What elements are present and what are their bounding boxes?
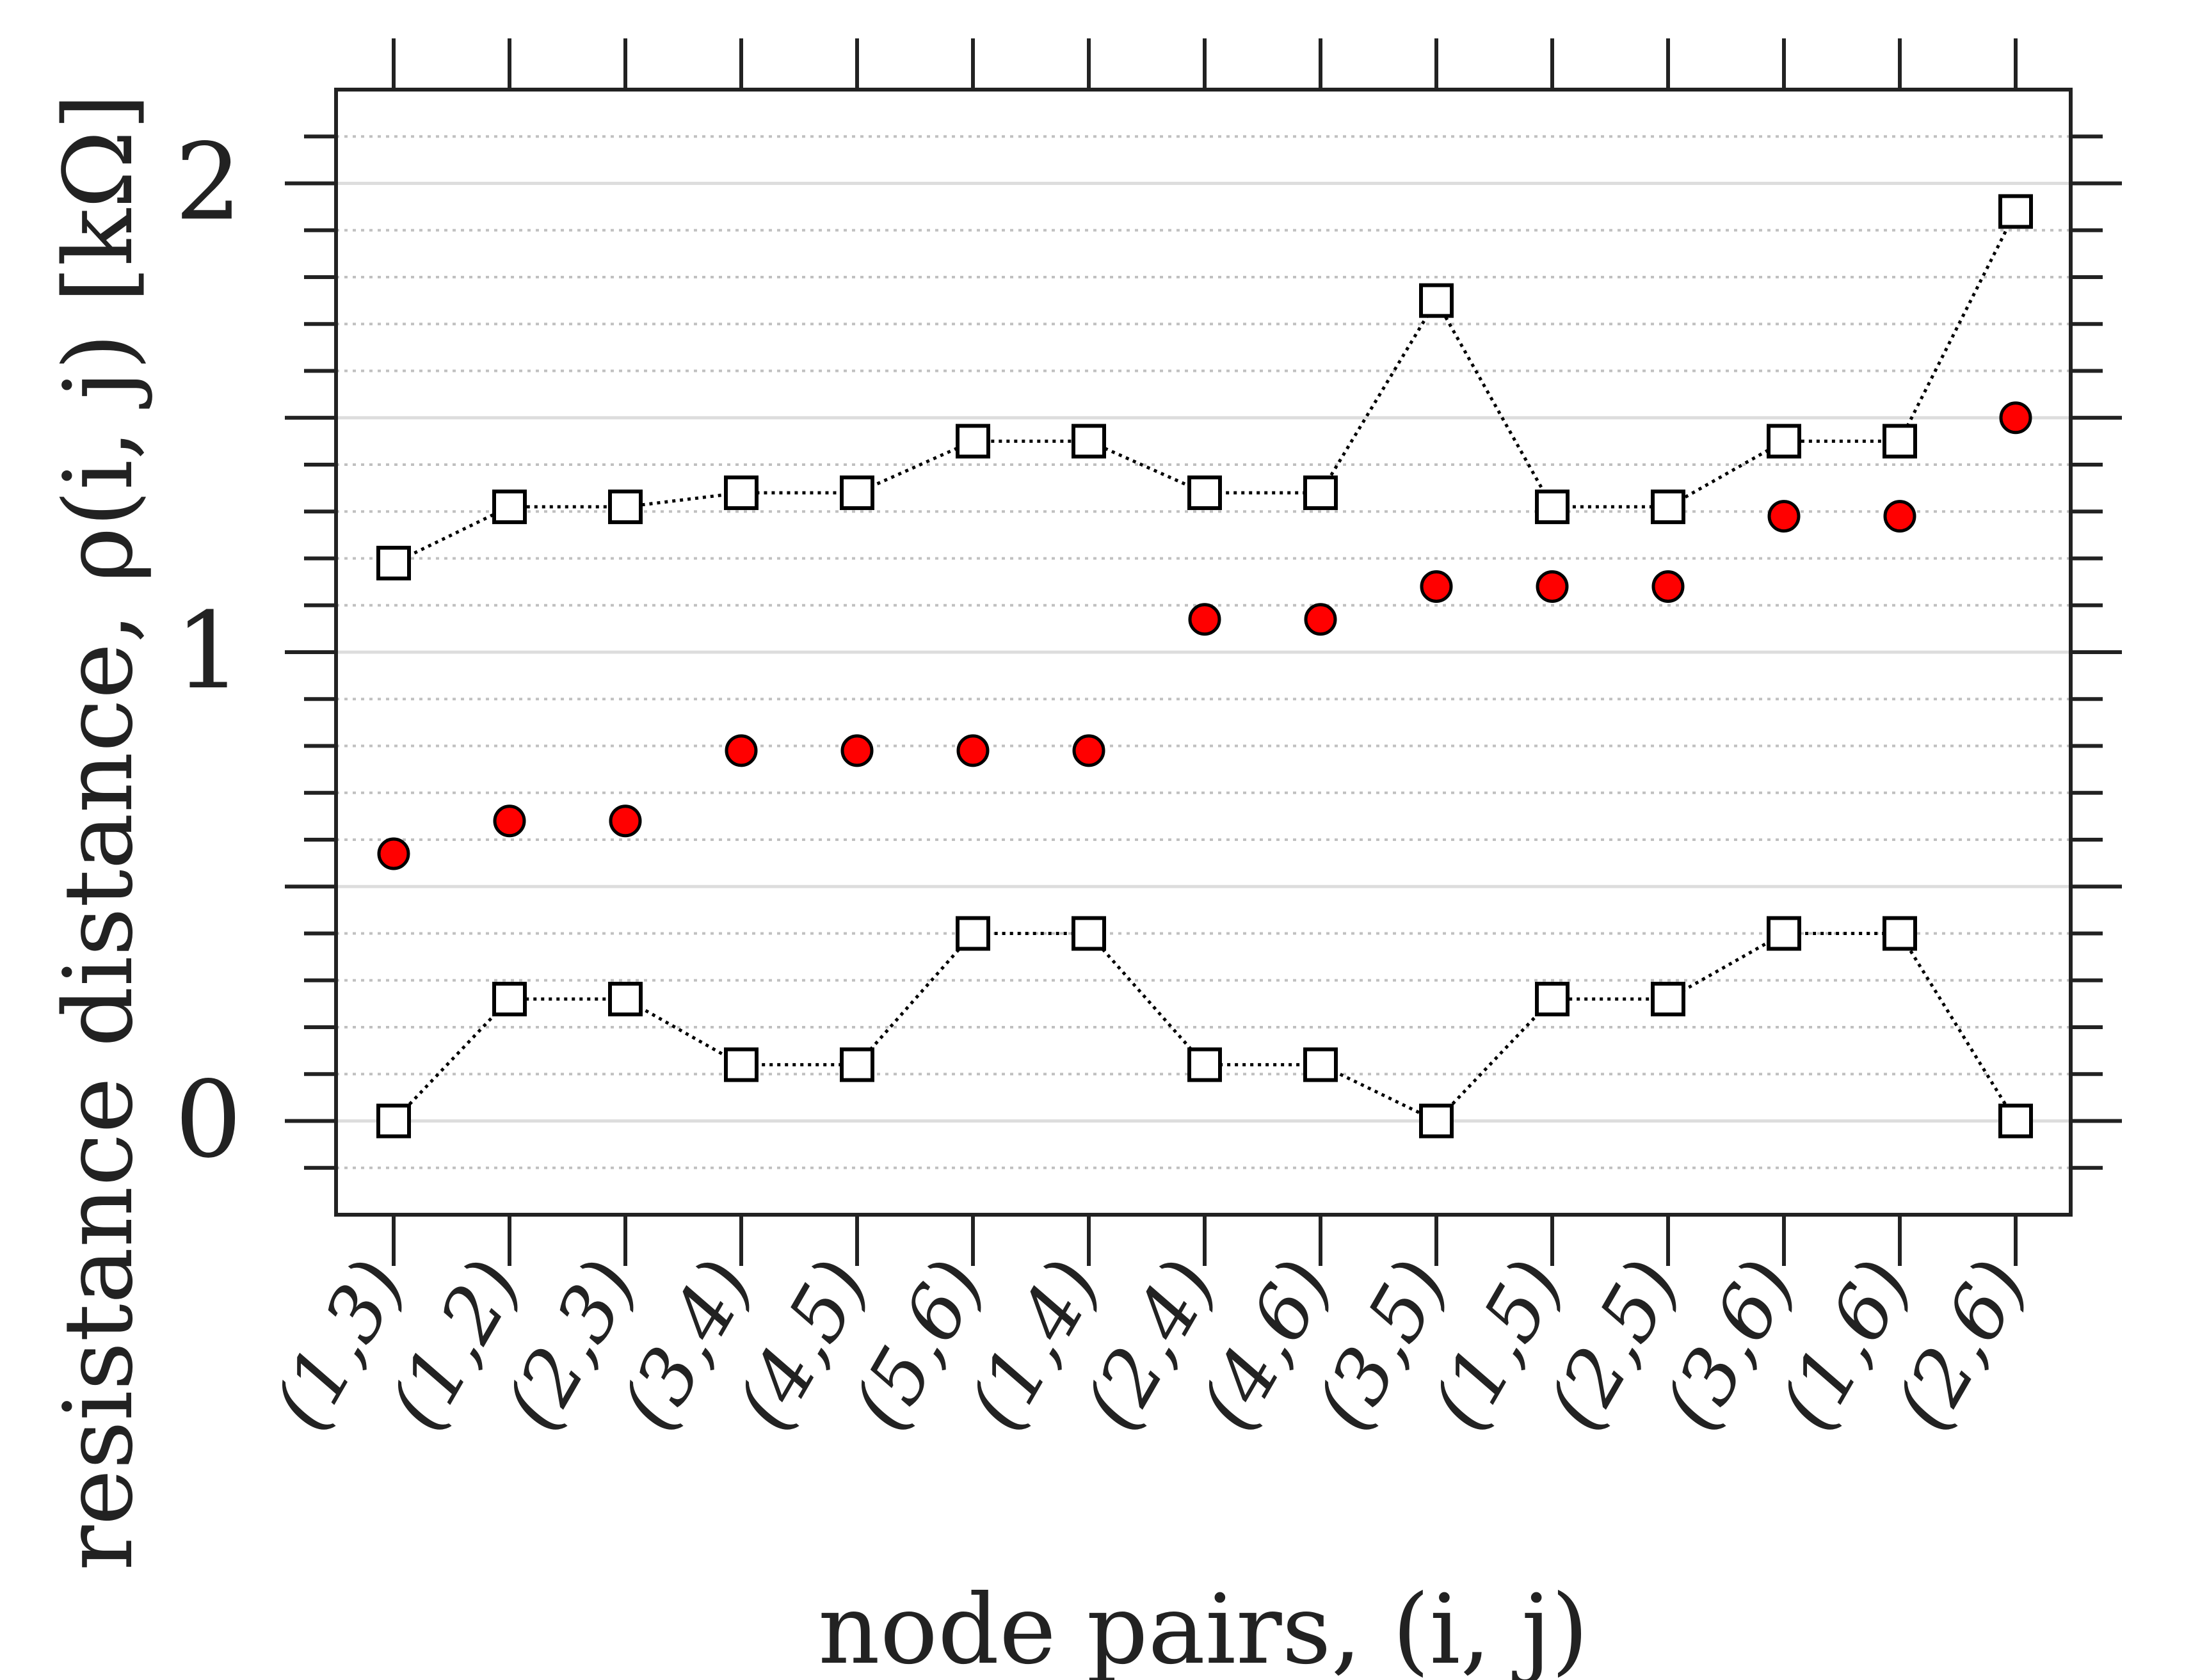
data-point (724, 1047, 759, 1082)
data-point (1535, 489, 1570, 524)
y-tick-label: 2 (175, 121, 242, 244)
data-point (1651, 570, 1685, 603)
x-axis-label: node pairs, (i, j) (818, 1574, 1589, 1680)
data-point (1651, 982, 1685, 1017)
data-point (1419, 1103, 1454, 1139)
data-point (1188, 603, 1221, 636)
data-point (1535, 982, 1570, 1017)
data-point (724, 475, 759, 510)
data-point (1999, 401, 2032, 435)
data-point (1072, 424, 1106, 459)
y-tick-label: 0 (175, 1059, 242, 1181)
series-0 (377, 401, 2032, 870)
data-point (377, 837, 410, 870)
data-point (493, 804, 526, 838)
grid-layer (336, 88, 2071, 1216)
data-point (1883, 500, 1916, 533)
data-point (376, 1103, 411, 1139)
series-2 (376, 916, 2033, 1139)
data-point (956, 424, 990, 459)
data-point (840, 1047, 874, 1082)
data-point (1536, 570, 1569, 603)
data-point (840, 734, 874, 767)
data-point (1303, 475, 1338, 510)
data-point (1651, 489, 1685, 524)
y-axis-label: resistance distance, ρ(i, j) [kΩ] (44, 93, 154, 1571)
data-point (1072, 916, 1106, 951)
data-point (492, 489, 527, 524)
data-point (608, 489, 643, 524)
data-point (1187, 475, 1222, 510)
axes-layer (285, 38, 2122, 1266)
data-point (1072, 734, 1105, 767)
data-point (608, 982, 643, 1017)
data-point (1187, 1047, 1222, 1082)
data-point (609, 804, 642, 838)
data-point (1998, 1103, 2033, 1139)
data-point (1883, 424, 1917, 459)
data-point (1304, 603, 1337, 636)
data-point (1883, 916, 1917, 951)
data-point (1767, 500, 1801, 533)
data-point (956, 734, 990, 767)
series-1 (376, 194, 2033, 580)
data-point (1419, 283, 1454, 318)
data-point (1303, 1047, 1338, 1082)
data-point (956, 916, 990, 951)
data-point (725, 734, 758, 767)
data-point (1420, 570, 1453, 603)
data-point (840, 475, 874, 510)
data-point (1767, 916, 1801, 951)
data-point (1998, 194, 2033, 229)
y-tick-label: 1 (175, 589, 242, 712)
data-point (1767, 424, 1801, 459)
series-layer (376, 194, 2033, 1139)
data-point (492, 982, 527, 1017)
data-point (376, 545, 411, 580)
